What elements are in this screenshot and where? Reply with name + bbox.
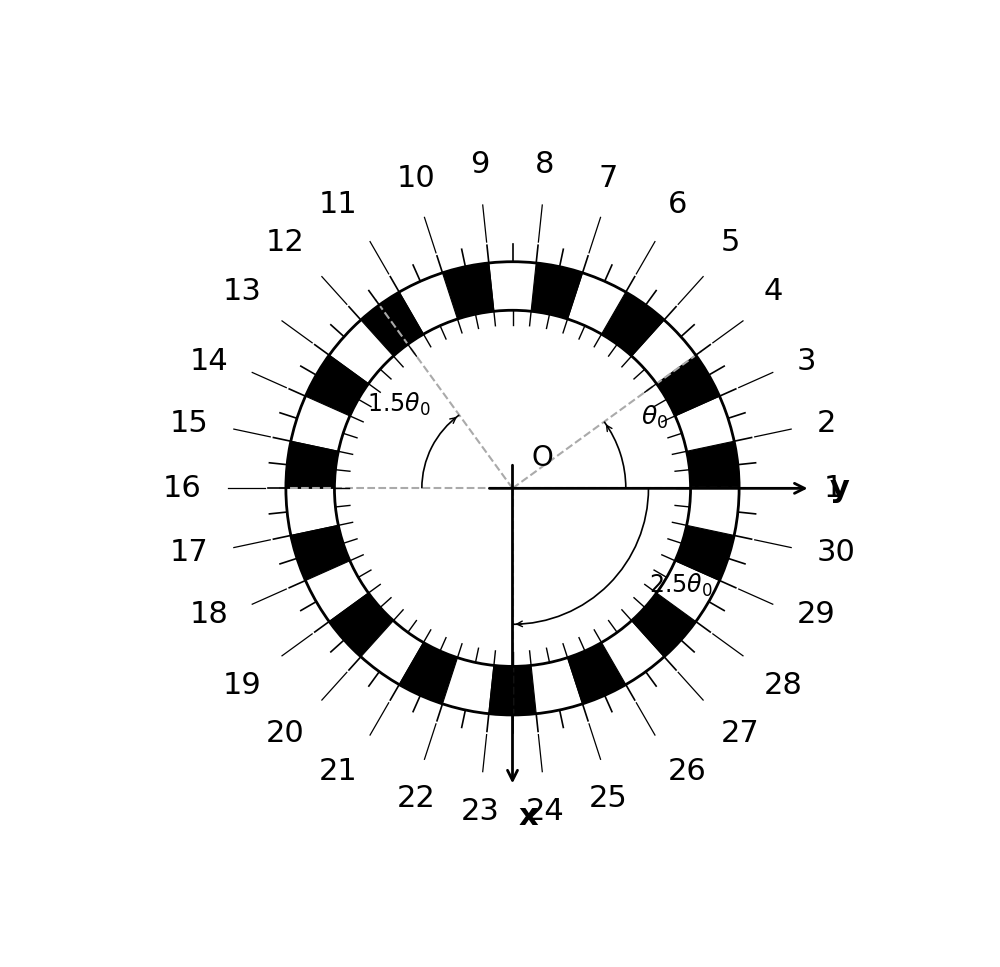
Text: $\theta_0$: $\theta_0$ bbox=[641, 403, 669, 430]
Wedge shape bbox=[291, 396, 350, 452]
Text: 9: 9 bbox=[470, 150, 490, 179]
Text: 2: 2 bbox=[816, 409, 836, 438]
Wedge shape bbox=[361, 621, 423, 685]
Wedge shape bbox=[568, 273, 626, 335]
Text: 19: 19 bbox=[222, 671, 261, 700]
Wedge shape bbox=[632, 593, 696, 657]
Text: 4: 4 bbox=[764, 277, 783, 306]
Text: 27: 27 bbox=[720, 719, 759, 748]
Text: 30: 30 bbox=[816, 539, 855, 568]
Text: 28: 28 bbox=[764, 671, 803, 700]
Text: y: y bbox=[830, 474, 850, 503]
Text: 29: 29 bbox=[796, 601, 835, 630]
Text: 14: 14 bbox=[190, 347, 229, 376]
Wedge shape bbox=[286, 441, 338, 488]
Wedge shape bbox=[675, 396, 734, 452]
Wedge shape bbox=[286, 488, 338, 536]
Wedge shape bbox=[399, 642, 457, 704]
Wedge shape bbox=[489, 262, 536, 311]
Text: 18: 18 bbox=[190, 601, 229, 630]
Wedge shape bbox=[291, 525, 350, 580]
Text: 7: 7 bbox=[599, 163, 618, 192]
Text: 1: 1 bbox=[823, 474, 843, 503]
Text: 21: 21 bbox=[318, 757, 357, 786]
Wedge shape bbox=[399, 273, 457, 335]
Wedge shape bbox=[675, 525, 734, 580]
Wedge shape bbox=[632, 320, 696, 384]
Text: 16: 16 bbox=[163, 474, 202, 503]
Wedge shape bbox=[568, 642, 626, 704]
Text: $2.5\theta_0$: $2.5\theta_0$ bbox=[649, 571, 713, 599]
Text: 3: 3 bbox=[796, 347, 816, 376]
Wedge shape bbox=[305, 355, 368, 416]
Text: 26: 26 bbox=[668, 757, 707, 786]
Text: 17: 17 bbox=[170, 539, 209, 568]
Wedge shape bbox=[489, 665, 536, 715]
Wedge shape bbox=[531, 658, 583, 714]
Text: 5: 5 bbox=[720, 228, 740, 257]
Text: 8: 8 bbox=[535, 150, 555, 179]
Text: x: x bbox=[519, 803, 538, 832]
Text: 24: 24 bbox=[526, 798, 564, 827]
Text: 23: 23 bbox=[461, 798, 499, 827]
Text: 6: 6 bbox=[668, 190, 687, 220]
Text: 11: 11 bbox=[318, 190, 357, 220]
Wedge shape bbox=[657, 561, 720, 622]
Wedge shape bbox=[329, 320, 393, 384]
Wedge shape bbox=[361, 292, 423, 356]
Text: 15: 15 bbox=[170, 409, 209, 438]
Wedge shape bbox=[687, 488, 739, 536]
Text: 25: 25 bbox=[589, 784, 628, 813]
Wedge shape bbox=[602, 292, 664, 356]
Wedge shape bbox=[442, 263, 494, 319]
Text: O: O bbox=[532, 444, 554, 472]
Wedge shape bbox=[657, 355, 720, 416]
Text: $1.5\theta_0$: $1.5\theta_0$ bbox=[367, 391, 431, 418]
Text: 22: 22 bbox=[397, 784, 436, 813]
Text: 10: 10 bbox=[397, 163, 436, 192]
Text: 13: 13 bbox=[222, 277, 261, 306]
Wedge shape bbox=[329, 593, 393, 657]
Wedge shape bbox=[602, 621, 664, 685]
Text: 12: 12 bbox=[266, 228, 305, 257]
Wedge shape bbox=[531, 263, 583, 319]
Wedge shape bbox=[305, 561, 368, 622]
Wedge shape bbox=[442, 658, 494, 714]
Text: 20: 20 bbox=[266, 719, 305, 748]
Wedge shape bbox=[687, 441, 739, 488]
